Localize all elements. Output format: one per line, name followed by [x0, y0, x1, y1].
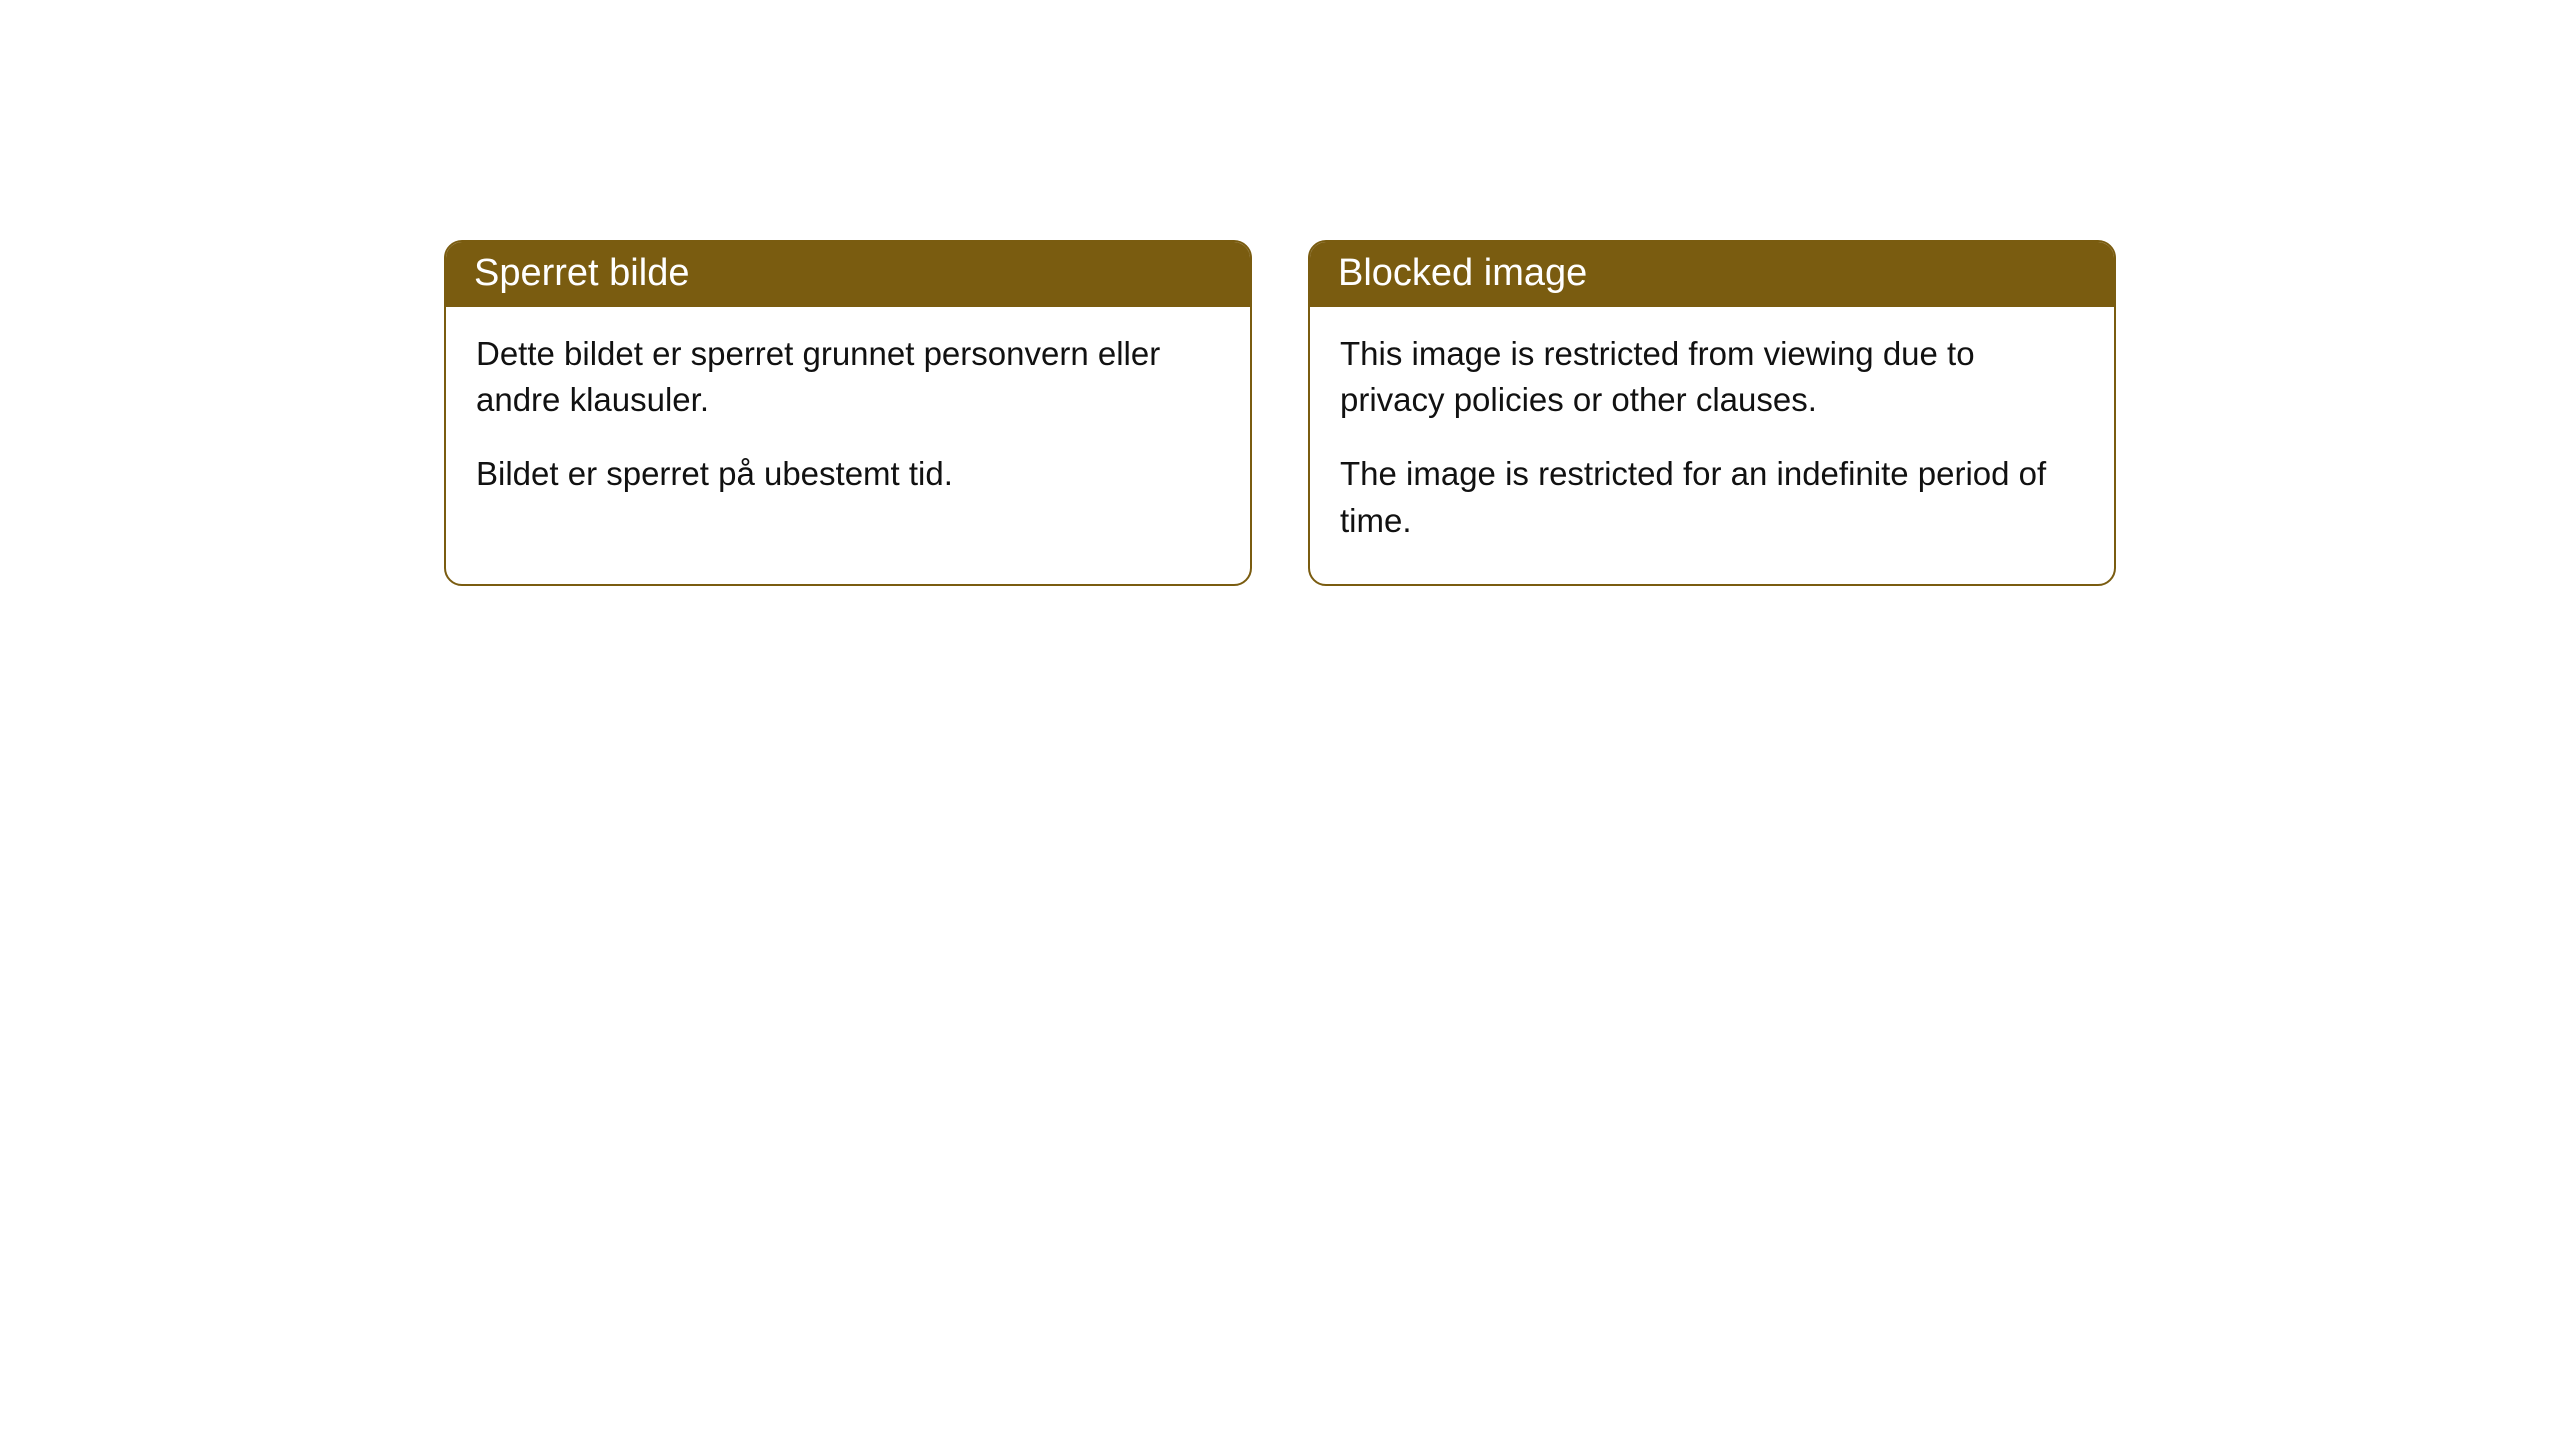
blocked-image-card-norwegian: Sperret bilde Dette bildet er sperret gr… — [444, 240, 1252, 586]
card-body: This image is restricted from viewing du… — [1310, 307, 2114, 584]
card-title: Sperret bilde — [474, 252, 689, 294]
blocked-image-card-english: Blocked image This image is restricted f… — [1308, 240, 2116, 586]
notice-cards-container: Sperret bilde Dette bildet er sperret gr… — [0, 240, 2560, 586]
card-paragraph: This image is restricted from viewing du… — [1340, 331, 2084, 423]
card-paragraph: The image is restricted for an indefinit… — [1340, 451, 2084, 543]
card-body: Dette bildet er sperret grunnet personve… — [446, 307, 1250, 538]
card-header: Blocked image — [1310, 242, 2114, 307]
card-paragraph: Bildet er sperret på ubestemt tid. — [476, 451, 1220, 497]
card-header: Sperret bilde — [446, 242, 1250, 307]
card-paragraph: Dette bildet er sperret grunnet personve… — [476, 331, 1220, 423]
card-title: Blocked image — [1338, 252, 1587, 294]
